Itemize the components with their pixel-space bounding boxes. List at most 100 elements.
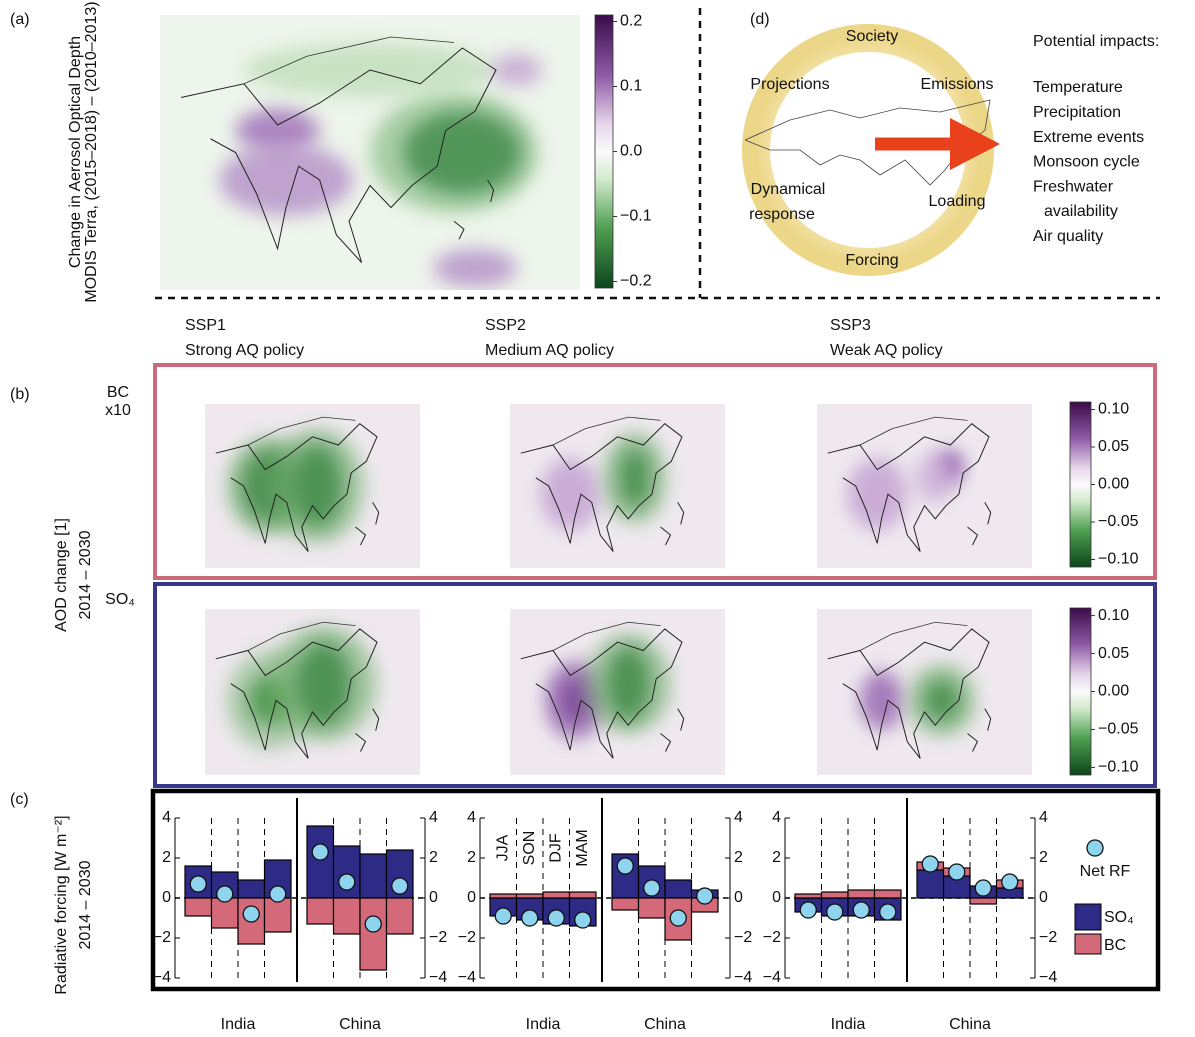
- y-tick-label: 2: [429, 849, 438, 866]
- impact-item: Precipitation: [1033, 104, 1121, 121]
- y-tick-label: 2: [1039, 849, 1048, 866]
- coastline: [520, 628, 683, 759]
- bar-segment: [611, 897, 640, 911]
- legend-swatch: [1074, 903, 1102, 931]
- bc-box: [153, 363, 1157, 580]
- bar-segment: [237, 879, 266, 899]
- impact-item: availability: [1044, 203, 1118, 220]
- map-blob: [218, 144, 354, 216]
- colorbar-tick-label: −0.05: [1098, 721, 1139, 738]
- impact-item: Freshwater: [1033, 178, 1114, 195]
- y-tick-label: 4: [162, 809, 171, 826]
- islands: [660, 502, 685, 546]
- y-axis-label-period: 2014 – 2030: [77, 530, 94, 619]
- y-tick-label: −2: [734, 929, 752, 946]
- net-rf-marker: [494, 907, 512, 925]
- net-rf-marker: [521, 909, 539, 927]
- y-tick-label: −2: [458, 929, 476, 946]
- net-rf-marker: [391, 877, 409, 895]
- net-rf-marker: [921, 855, 939, 873]
- season-label: JJA: [494, 834, 511, 861]
- net-rf-marker: [574, 911, 592, 929]
- row-label: SO₄: [105, 591, 135, 608]
- y-tick-label: 2: [734, 849, 743, 866]
- scenario-policy: Medium AQ policy: [485, 342, 614, 359]
- coastline: [215, 423, 378, 552]
- bar-segment: [568, 891, 597, 899]
- colorbar: [1069, 607, 1092, 776]
- map-blob: [269, 428, 365, 544]
- map: [817, 404, 1032, 568]
- bar-segment: [184, 897, 213, 917]
- colorbar-tick-label: −0.10: [1098, 759, 1139, 776]
- border: [247, 621, 356, 651]
- bar-segment: [794, 893, 823, 899]
- net-rf-marker: [948, 863, 966, 881]
- coastline: [215, 628, 378, 759]
- bar-segment: [637, 897, 666, 919]
- y-axis-label: AOD change [1]: [53, 518, 70, 632]
- bar-segment: [542, 891, 571, 899]
- panel-label: (b): [10, 386, 30, 403]
- y-axis-label: Change in Aerosol Optical Depth: [67, 36, 84, 268]
- y-tick-label: −2: [1039, 929, 1057, 946]
- net-rf-marker: [879, 903, 897, 921]
- net-rf-marker: [547, 909, 565, 927]
- islands: [660, 708, 685, 752]
- y-tick-label: −4: [458, 969, 476, 986]
- y-tick-label: 4: [467, 809, 476, 826]
- y-axis-sublabel: MODIS Terra, (2015–2018) – (2010–2013): [83, 1, 100, 302]
- arrow-head: [950, 118, 1000, 170]
- y-tick-label: −4: [153, 969, 171, 986]
- map-blob: [235, 108, 320, 153]
- y-tick-label: −4: [734, 969, 752, 986]
- map-field: [510, 404, 725, 568]
- bar-segment: [515, 893, 544, 899]
- colorbar-tick-label: 0.00: [1098, 683, 1129, 700]
- coastline: [520, 423, 683, 552]
- scenario-name: SSP3: [830, 317, 871, 334]
- panels: (a) (b) (c) (d) 0.2 0.1 0.0 −0.1 −0.2 Change in A…: [10, 1, 1161, 1033]
- bar-segment: [916, 869, 945, 899]
- x-tick-label: China: [339, 1016, 381, 1033]
- y-tick-label: 0: [162, 889, 171, 906]
- coastline: [827, 423, 990, 552]
- net-rf-marker: [974, 879, 992, 897]
- map-blob: [847, 458, 908, 531]
- impact-item: Temperature: [1033, 79, 1123, 96]
- colorbar-tick-label: −0.1: [620, 208, 652, 225]
- bar-segment: [873, 889, 902, 899]
- islands: [967, 708, 992, 752]
- colorbar-tick-label: −0.2: [620, 273, 652, 290]
- y-tick-label: −2: [153, 929, 171, 946]
- y-tick-label: 2: [772, 849, 781, 866]
- net-rf-marker: [1001, 873, 1019, 891]
- map-blob: [907, 663, 977, 737]
- map-field: [205, 404, 420, 568]
- map-field: [160, 15, 580, 290]
- season-label: SON: [521, 831, 538, 866]
- net-rf-marker: [696, 887, 714, 905]
- y-tick-label: 4: [429, 809, 438, 826]
- map-blob: [602, 431, 667, 524]
- y-tick-label: 2: [162, 849, 171, 866]
- border: [552, 621, 661, 651]
- bar-segment: [664, 879, 693, 899]
- net-rf-marker: [364, 915, 382, 933]
- colorbar-tick-label: 0.2: [620, 13, 642, 30]
- season-label: MAM: [574, 829, 591, 866]
- legend-swatch: [1074, 933, 1102, 955]
- islands: [453, 179, 495, 240]
- map-blob: [269, 625, 377, 742]
- coastline: [827, 628, 990, 759]
- y-tick-label: 0: [772, 889, 781, 906]
- y-tick-label: −2: [763, 929, 781, 946]
- legend-label: Net RF: [1080, 863, 1131, 880]
- y-tick-label: 4: [772, 809, 781, 826]
- net-rf-marker: [189, 875, 207, 893]
- map-field: [510, 609, 725, 775]
- ring-label: Society: [846, 28, 898, 45]
- bar-segment: [969, 897, 998, 905]
- map-blob: [433, 248, 517, 288]
- net-rf-marker: [311, 843, 329, 861]
